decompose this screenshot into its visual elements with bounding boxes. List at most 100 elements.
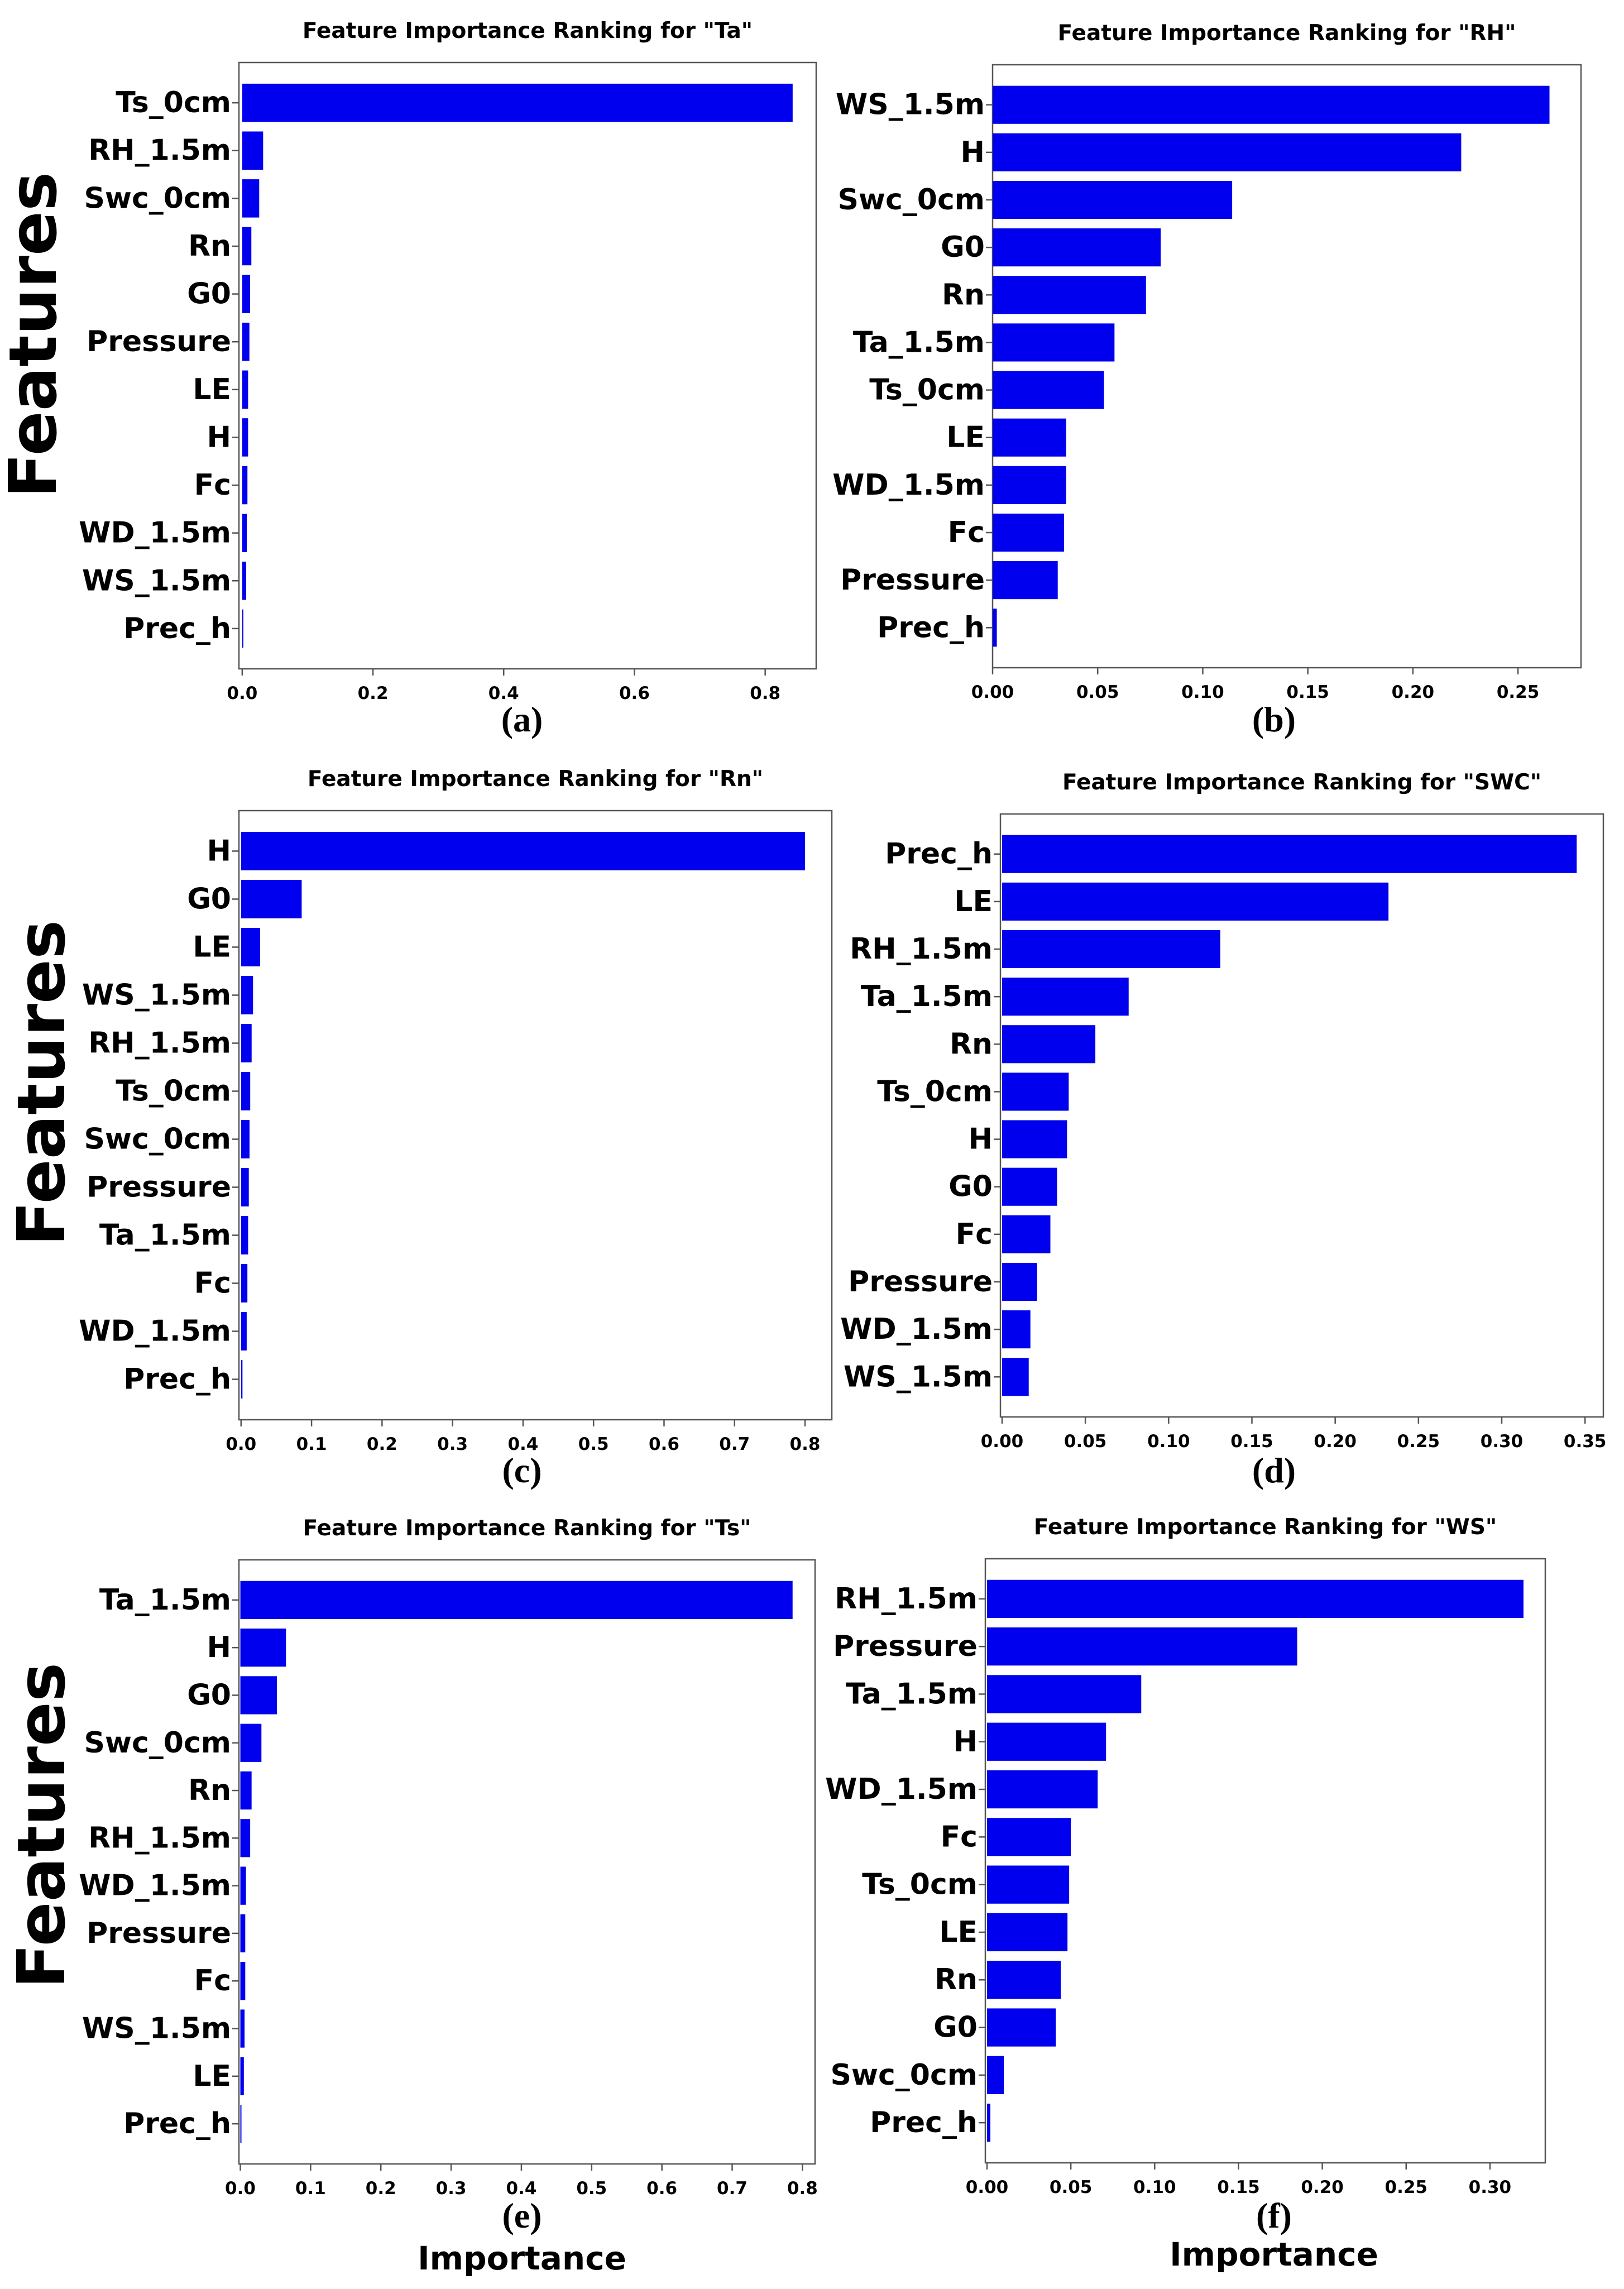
y-axis-title-top: Features bbox=[0, 172, 71, 498]
y-axis-title-bottom: Features bbox=[3, 1663, 80, 1989]
bar-ta-1-5m bbox=[241, 1216, 248, 1254]
bar-h bbox=[240, 1629, 286, 1667]
bar-g0 bbox=[240, 1676, 277, 1715]
x-tick-label: 0.1 bbox=[295, 2178, 326, 2199]
bar-swc-0cm bbox=[993, 180, 1233, 219]
category-label: LE bbox=[193, 2060, 231, 2093]
bar-le bbox=[241, 928, 260, 966]
category-label: G0 bbox=[187, 882, 231, 916]
bar-ws-1-5m bbox=[993, 85, 1550, 124]
x-tick-label: 0.10 bbox=[1147, 1431, 1190, 1452]
category-label: WD_1.5m bbox=[825, 1773, 978, 1806]
bar-prec-h bbox=[993, 609, 997, 647]
category-label: G0 bbox=[187, 1678, 231, 1712]
bar-g0 bbox=[993, 228, 1161, 267]
category-label: Fc bbox=[948, 516, 985, 549]
category-label: H bbox=[207, 420, 231, 454]
bar-wd-1-5m bbox=[241, 1312, 247, 1351]
category-label: G0 bbox=[933, 2011, 978, 2044]
x-tick-label: 0.5 bbox=[578, 1434, 609, 1454]
category-label: LE bbox=[954, 885, 993, 918]
bar-ta-1-5m bbox=[993, 323, 1115, 362]
category-label: Swc_0cm bbox=[837, 183, 985, 217]
x-tick-label: 0.25 bbox=[1497, 682, 1540, 702]
category-label: Fc bbox=[941, 1820, 978, 1854]
bar-pressure bbox=[240, 1914, 246, 1953]
x-tick-label: 0.10 bbox=[1181, 682, 1224, 702]
bar-pressure bbox=[987, 1627, 1297, 1666]
category-label: Pressure bbox=[87, 1171, 231, 1204]
bar-ws-1-5m bbox=[242, 562, 246, 600]
chart-title: Feature Importance Ranking for "WS" bbox=[1034, 1515, 1497, 1540]
panel-label: (e) bbox=[502, 2196, 542, 2235]
category-label: Ta_1.5m bbox=[99, 1219, 231, 1252]
bar-le bbox=[987, 1913, 1068, 1952]
bar-prec-h bbox=[240, 2105, 242, 2143]
x-tick-label: 0.15 bbox=[1217, 2177, 1260, 2197]
category-label: Prec_h bbox=[885, 837, 993, 871]
bar-prec-h bbox=[1002, 835, 1577, 873]
category-label: Prec_h bbox=[123, 1363, 231, 1396]
bar-ws-1-5m bbox=[241, 976, 253, 1014]
category-label: RH_1.5m bbox=[88, 1821, 231, 1855]
x-tick-label: 0.6 bbox=[649, 1434, 679, 1454]
category-label: H bbox=[968, 1123, 993, 1156]
category-label: Fc bbox=[956, 1218, 993, 1251]
x-tick-label: 0.05 bbox=[1076, 682, 1119, 702]
category-label: LE bbox=[946, 421, 985, 454]
bar-rh-1-5m bbox=[241, 1024, 252, 1062]
bar-fc bbox=[240, 1962, 246, 2000]
x-tick-label: 0.00 bbox=[971, 682, 1014, 702]
bar-rn bbox=[240, 1771, 252, 1810]
category-label: Ts_0cm bbox=[877, 1075, 993, 1108]
chart-panels: Ts_0cm RH_1.5m Swc_0cm Rn G0 Pressure LE H Fc WD_… bbox=[79, 18, 1606, 2235]
x-tick-label: 0.3 bbox=[436, 2178, 467, 2199]
x-tick-label: 0.0 bbox=[227, 683, 257, 703]
category-label: WD_1.5m bbox=[840, 1313, 993, 1346]
x-tick-label: 0.2 bbox=[367, 1434, 397, 1454]
category-label: RH_1.5m bbox=[835, 1582, 978, 1616]
x-tick-label: 0.05 bbox=[1064, 1431, 1107, 1452]
category-label: G0 bbox=[948, 1170, 993, 1204]
chart-panel-d: Prec_h LE RH_1.5m Ta_1.5m Rn Ts_0cm H G0 Fc Press… bbox=[840, 770, 1606, 1490]
bar-pressure bbox=[1002, 1262, 1037, 1301]
bar-ta-1-5m bbox=[987, 1675, 1142, 1713]
bar-prec-h bbox=[987, 2104, 991, 2142]
x-tick-label: 0.4 bbox=[507, 1434, 538, 1454]
plot-frame bbox=[984, 1558, 1546, 2164]
x-axis-title-left: Importance bbox=[418, 2239, 626, 2277]
bar-h bbox=[987, 1722, 1106, 1761]
bar-fc bbox=[241, 1264, 248, 1302]
category-label: Rn bbox=[188, 229, 231, 263]
x-tick-label: 0.25 bbox=[1385, 2177, 1428, 2197]
category-label: G0 bbox=[941, 231, 985, 264]
chart-panel-b: WS_1.5m H Swc_0cm G0 Rn Ta_1.5m Ts_0cm LE WD_1.5… bbox=[832, 21, 1582, 739]
bar-swc-0cm bbox=[240, 1723, 262, 1762]
category-label: Ta_1.5m bbox=[861, 980, 993, 1013]
category-label: LE bbox=[193, 930, 231, 964]
category-label: Prec_h bbox=[877, 611, 985, 644]
chart-title: Feature Importance Ranking for "RH" bbox=[1057, 21, 1516, 46]
category-label: H bbox=[207, 1631, 231, 1664]
bar-h bbox=[1002, 1120, 1067, 1158]
bar-wd-1-5m bbox=[987, 1770, 1098, 1809]
chart-title: Feature Importance Ranking for "Ts" bbox=[303, 1516, 751, 1541]
panel-label: (b) bbox=[1252, 700, 1296, 739]
bar-rn bbox=[242, 227, 252, 266]
category-label: WS_1.5m bbox=[82, 978, 231, 1012]
chart-panel-f: RH_1.5m Pressure Ta_1.5m H WD_1.5m Fc Ts_0cm LE… bbox=[825, 1515, 1546, 2235]
x-tick-label: 0.2 bbox=[366, 2178, 396, 2199]
category-label: Ts_0cm bbox=[862, 1868, 978, 1902]
category-label: WD_1.5m bbox=[79, 1315, 231, 1348]
bar-wd-1-5m bbox=[1002, 1310, 1031, 1349]
chart-title: Feature Importance Ranking for "Ta" bbox=[303, 18, 753, 44]
panel-label: (c) bbox=[502, 1450, 542, 1490]
chart-panel-a: Ts_0cm RH_1.5m Swc_0cm Rn G0 Pressure LE H Fc WD_… bbox=[79, 18, 817, 739]
category-label: Pressure bbox=[840, 563, 985, 597]
category-label: WS_1.5m bbox=[82, 2012, 231, 2046]
bar-rn bbox=[987, 1961, 1061, 1999]
chart-title: Feature Importance Ranking for "SWC" bbox=[1062, 770, 1541, 795]
bar-pressure bbox=[993, 561, 1058, 600]
bar-h bbox=[993, 133, 1462, 171]
bar-rh-1-5m bbox=[240, 1819, 251, 1857]
